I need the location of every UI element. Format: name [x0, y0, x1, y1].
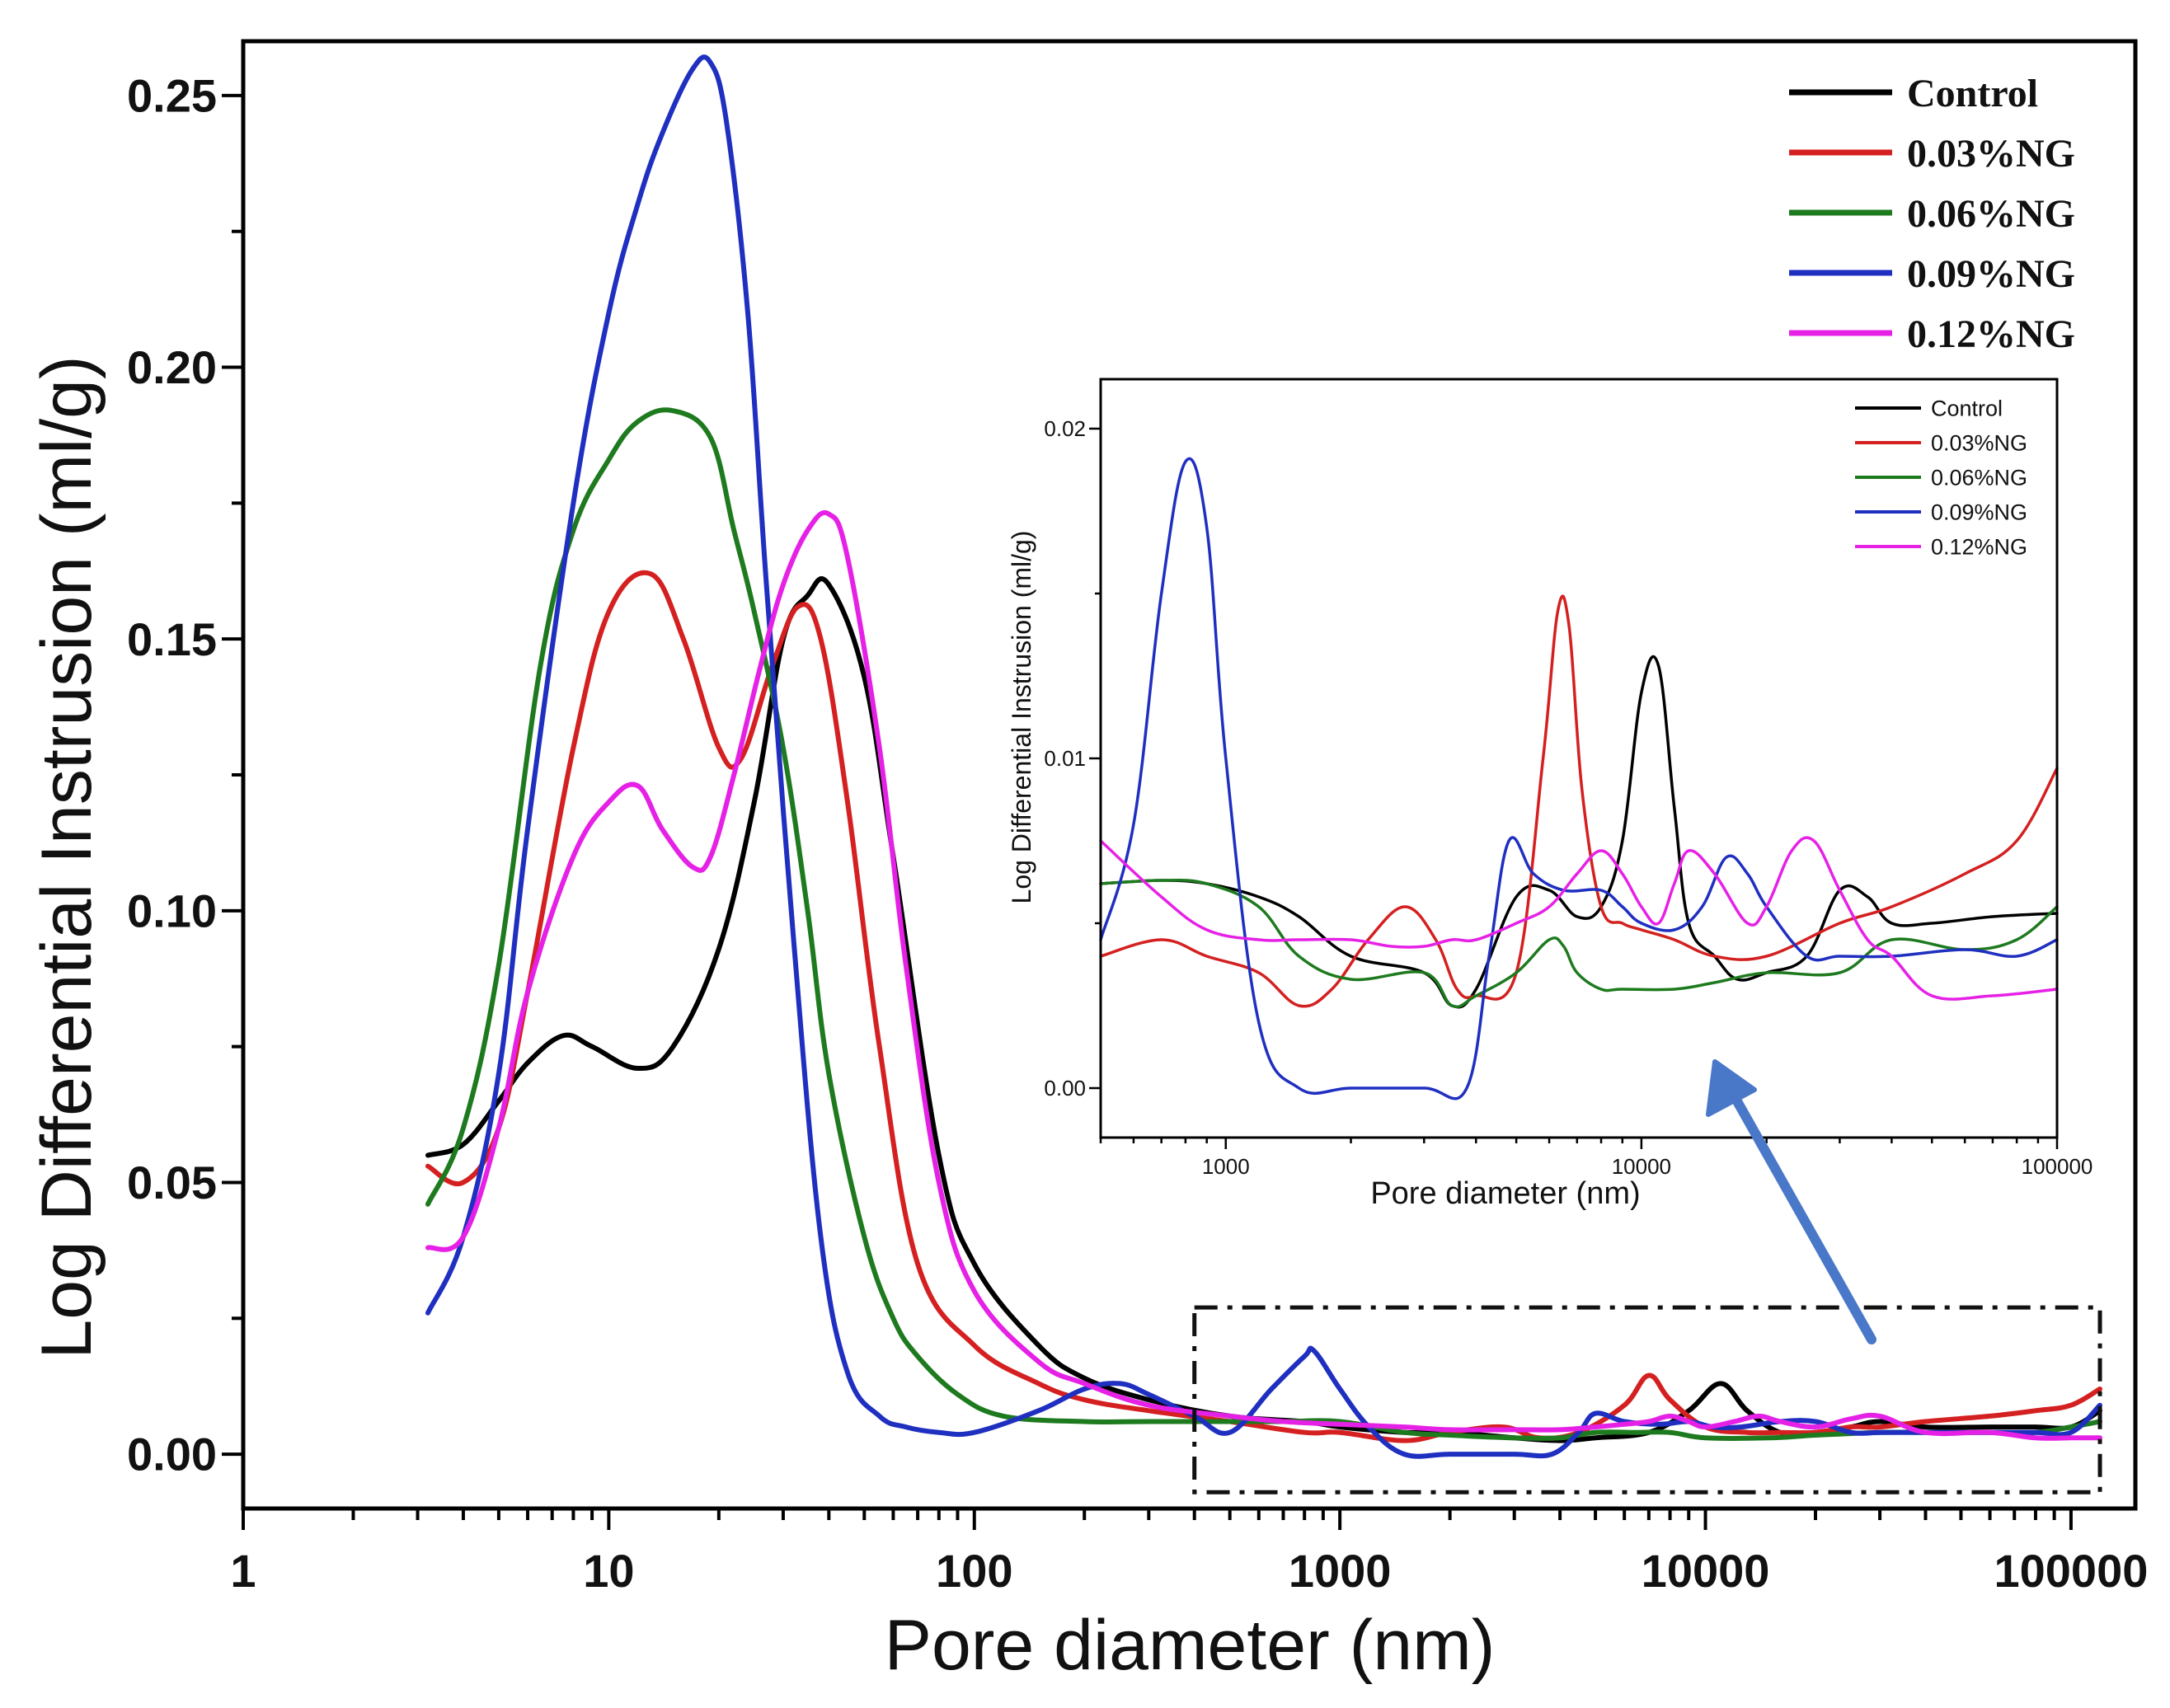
main-y-axis-ticks: 0.00 0.05 0.10 0.15 0.20 0.25 — [127, 70, 243, 1480]
main-y-tick-label: 0.10 — [127, 884, 217, 936]
inset-series-group — [1099, 457, 2059, 1100]
main-y-tick-label: 0.00 — [127, 1429, 217, 1480]
inset-legend-label-0-12pctng: 0.12%NG — [1931, 534, 2027, 559]
inset-legend: Control 0.03%NG 0.06%NG 0.09%NG 0.12%NG — [1855, 396, 2027, 559]
inset-y-axis-label: Log Differential Instrusion (ml/g) — [1007, 531, 1036, 904]
main-series-line-0-12pctng — [425, 509, 2102, 1441]
inset-legend-label-0-03pctng: 0.03%NG — [1931, 430, 2027, 455]
arrow-shaft — [1725, 1083, 1876, 1344]
inset-legend-label-0-06pctng: 0.06%NG — [1931, 465, 2027, 490]
inset-x-tick-label: 10000 — [1612, 1154, 1671, 1179]
main-x-tick-label: 100000 — [1994, 1545, 2148, 1597]
arrow-annotation — [1706, 1059, 1876, 1344]
main-series-line-0-06pctng — [425, 407, 2102, 1441]
main-x-axis-ticks: 1 10 100 1000 10000 100000 — [230, 1509, 2148, 1597]
inset-x-tick-label: 1000 — [1202, 1154, 1250, 1179]
inset-series-line-0-03pctng — [1099, 594, 2059, 1008]
main-x-tick-label: 10 — [583, 1545, 634, 1597]
inset-chart: 1000 10000 100000 0.00 0.01 0.02 Pore diamet… — [1007, 378, 2093, 1211]
inset-y-tick-label: 0.02 — [1044, 416, 1086, 441]
inset-y-tick-label: 0.01 — [1044, 746, 1086, 771]
arrow-head — [1706, 1059, 1757, 1117]
main-x-tick-label: 1 — [230, 1545, 256, 1597]
main-y-tick-label: 0.25 — [127, 70, 217, 122]
main-legend-label-0-09pctng: 0.09%NG — [1907, 252, 2075, 296]
main-y-axis-label: Log Differential Instrusion (ml/g) — [27, 355, 106, 1358]
main-legend-label-0-06pctng: 0.06%NG — [1907, 192, 2075, 236]
inset-series-line-0-06pctng — [1099, 878, 2059, 1008]
main-x-tick-label: 1000 — [1289, 1545, 1392, 1597]
main-chart: 1 10 100 1000 10000 100000 0.000.050.100.150.… — [27, 39, 2148, 1685]
main-legend-label-0-12pctng: 0.12%NG — [1907, 312, 2075, 356]
inset-series-line-0-09pctng — [1099, 457, 2059, 1100]
main-series-group — [425, 54, 2102, 1459]
main-x-tick-label: 10000 — [1642, 1545, 1770, 1597]
inset-legend-label-control: Control — [1931, 396, 2003, 420]
highlight-box — [1192, 1305, 2102, 1494]
inset-y-tick-label: 0.00 — [1044, 1076, 1086, 1100]
main-legend-label-control: Control — [1907, 72, 2038, 115]
main-legend: Control 0.03%NG 0.06%NG 0.09%NG 0.12%NG — [1789, 72, 2075, 356]
main-x-tick-label: 100 — [936, 1545, 1012, 1597]
inset-x-axis-ticks: 1000 10000 100000 — [1099, 1138, 2093, 1179]
highlight-box-group — [1192, 1305, 2102, 1494]
main-legend-label-0-03pctng: 0.03%NG — [1907, 132, 2075, 176]
inset-y-axis-ticks: 0.00 0.01 0.02 — [1044, 416, 1101, 1100]
inset-x-axis-label: Pore diameter (nm) — [1370, 1176, 1640, 1211]
inset-series-line-0-12pctng — [1099, 836, 2059, 1001]
main-y-tick-label: 0.20 — [127, 341, 217, 393]
main-y-tick-label: 0.05 — [127, 1157, 217, 1208]
inset-legend-label-0-09pctng: 0.09%NG — [1931, 500, 2027, 524]
main-series-line-0-09pctng — [425, 54, 2102, 1459]
main-series-line-0-03pctng — [425, 570, 2102, 1443]
inset-series-line-control — [1099, 655, 2059, 1009]
main-x-axis-label: Pore diameter (nm) — [885, 1606, 1496, 1685]
inset-x-tick-label: 100000 — [2022, 1154, 2093, 1179]
main-y-tick-label: 0.15 — [127, 613, 217, 665]
